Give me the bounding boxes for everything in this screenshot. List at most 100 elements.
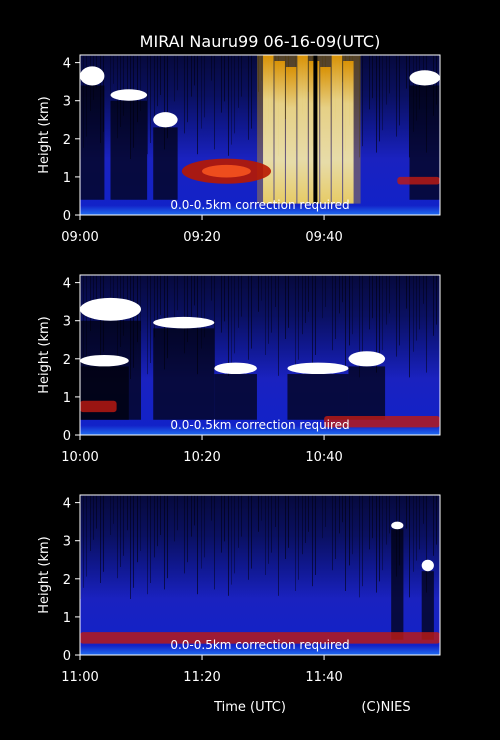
cloud-echo (421, 559, 434, 572)
signal-streak (127, 275, 128, 311)
signal-streak (339, 495, 340, 534)
convective-column (263, 55, 274, 204)
plot-frame (79, 54, 441, 216)
signal-streak (214, 55, 215, 150)
signal-streak (194, 275, 195, 306)
signal-streak (234, 55, 235, 134)
convective-column (343, 61, 354, 204)
convective-column (297, 55, 308, 204)
signal-streak (349, 495, 350, 566)
signal-streak (228, 275, 229, 376)
x-tick-label: 10:00 (61, 450, 98, 465)
cloud-shadow (153, 127, 178, 200)
signal-streak (423, 495, 424, 524)
signal-streak (160, 275, 161, 315)
signal-streak (191, 495, 192, 537)
signal-streak (157, 495, 158, 547)
signal-streak (271, 275, 272, 333)
signal-streak (436, 495, 437, 545)
signal-streak (342, 275, 343, 303)
signal-streak (389, 495, 390, 534)
y-tick-label: 3 (63, 315, 71, 330)
convective-column (274, 61, 285, 204)
y-tick-label: 0 (63, 649, 71, 664)
signal-streak (379, 495, 380, 582)
signal-streak (312, 275, 313, 367)
signal-streak (238, 495, 239, 548)
signal-streak (251, 495, 252, 569)
convective-column (331, 55, 343, 204)
chart-title: MIRAI Nauru99 06-16-09(UTC) (140, 32, 381, 51)
cloud-shadow (214, 374, 257, 420)
signal-streak (295, 495, 296, 591)
signal-streak (174, 55, 175, 102)
signal-streak (204, 495, 205, 558)
signal-streak (322, 275, 323, 319)
signal-streak (130, 495, 131, 599)
signal-streak (406, 275, 407, 309)
signal-streak (396, 275, 397, 357)
signal-streak (154, 55, 155, 118)
signal-streak (234, 495, 235, 574)
signal-streak (308, 275, 309, 312)
signal-streak (96, 275, 97, 309)
convective-column (285, 67, 297, 204)
signal-streak (278, 275, 279, 376)
signal-streak (90, 495, 91, 551)
signal-streak (157, 55, 158, 107)
signal-streak (251, 275, 252, 349)
signal-streak (241, 55, 242, 97)
signal-streak (184, 495, 185, 574)
signal-streak (164, 55, 165, 150)
cloud-echo (153, 112, 178, 128)
signal-streak (231, 55, 232, 145)
y-tick-label: 4 (63, 497, 71, 512)
signal-streak (194, 495, 195, 526)
signal-streak (110, 275, 111, 315)
signal-streak (423, 275, 424, 304)
signal-streak (140, 275, 141, 331)
y-tick-label: 4 (63, 277, 71, 292)
signal-streak (204, 275, 205, 338)
signal-streak (413, 275, 414, 352)
signal-streak (315, 275, 316, 355)
signal-streak (150, 275, 151, 363)
signal-streak (154, 275, 155, 338)
cloud-echo (391, 521, 404, 530)
signal-streak (271, 495, 272, 553)
y-tick-label: 4 (63, 57, 71, 72)
signal-streak (298, 275, 299, 360)
signal-streak (359, 275, 360, 378)
signal-streak (339, 275, 340, 314)
signal-streak (376, 55, 377, 153)
cloud-echo (287, 362, 349, 375)
x-tick-label: 09:40 (305, 230, 342, 245)
y-tick-label: 2 (63, 133, 71, 148)
signal-streak (288, 495, 289, 548)
signal-streak (224, 55, 225, 102)
signal-streak (184, 275, 185, 354)
scatter-layer (324, 415, 440, 428)
signal-streak (349, 275, 350, 346)
signal-streak (147, 55, 148, 155)
signal-streak (372, 55, 373, 99)
signal-streak (419, 275, 420, 330)
signal-streak (386, 55, 387, 105)
y-tick-label: 3 (63, 535, 71, 550)
signal-streak (295, 275, 296, 371)
y-tick-label: 1 (63, 611, 71, 626)
plot-frame (79, 274, 441, 436)
signal-streak (211, 495, 212, 521)
signal-streak (261, 495, 262, 521)
y-tick-label: 3 (63, 95, 71, 110)
signal-streak (120, 495, 121, 567)
signal-streak (406, 495, 407, 529)
signal-streak (157, 275, 158, 327)
signal-streak (248, 275, 249, 360)
credit-label: (C)NIES (361, 700, 410, 715)
x-tick-label: 10:20 (183, 450, 220, 465)
signal-streak (372, 495, 373, 539)
y-tick-label: 0 (63, 429, 71, 444)
signal-streak (187, 495, 188, 563)
signal-streak (302, 495, 303, 555)
